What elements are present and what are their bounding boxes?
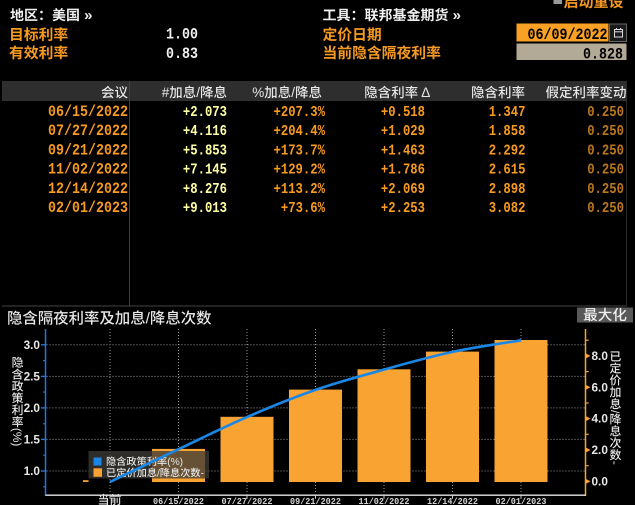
svg-text:+207.3%: +207.3%: [274, 105, 326, 121]
svg-text:-: -: [608, 461, 622, 465]
svg-text:1.858: 1.858: [489, 124, 526, 140]
svg-text:+204.4%: +204.4%: [274, 124, 326, 140]
svg-text:2.898: 2.898: [489, 182, 526, 198]
svg-text:/: /: [157, 468, 160, 479]
svg-text:+2.069: +2.069: [381, 182, 425, 198]
svg-text:0.250: 0.250: [587, 201, 624, 217]
svg-text:+9.013: +9.013: [183, 201, 227, 217]
svg-text:07/27/2022: 07/27/2022: [222, 497, 273, 505]
svg-text:(%): (%): [10, 428, 24, 447]
svg-text:09/21/2022: 09/21/2022: [290, 497, 341, 505]
svg-text:06/15/2022: 06/15/2022: [153, 497, 204, 505]
svg-text:1.347: 1.347: [489, 105, 526, 121]
svg-text:»: »: [449, 7, 462, 24]
svg-text:#: #: [162, 85, 170, 100]
svg-text:12/14/2022: 12/14/2022: [48, 181, 128, 198]
svg-text:+73.6%: +73.6%: [281, 201, 326, 217]
svg-text:+1.786: +1.786: [381, 163, 425, 179]
svg-text:+1.029: +1.029: [381, 124, 425, 140]
svg-text:»: »: [80, 7, 93, 24]
svg-text:11/02/2022: 11/02/2022: [359, 497, 410, 505]
svg-text:02/01/2023: 02/01/2023: [496, 497, 547, 505]
svg-text:+7.145: +7.145: [183, 163, 227, 179]
svg-text:+4.116: +4.116: [183, 124, 227, 140]
svg-text:02/01/2023: 02/01/2023: [48, 200, 128, 217]
svg-text:2.292: 2.292: [489, 143, 526, 159]
svg-text:+2.253: +2.253: [381, 201, 425, 217]
svg-text:06/15/2022: 06/15/2022: [48, 104, 128, 121]
svg-text:/: /: [196, 85, 200, 100]
svg-text:0.250: 0.250: [587, 182, 624, 198]
svg-text:Δ: Δ: [418, 85, 430, 100]
svg-text:+129.2%: +129.2%: [274, 163, 326, 179]
svg-text:/: /: [291, 85, 295, 100]
svg-text:12/14/2022: 12/14/2022: [427, 497, 478, 505]
svg-text:+0.518: +0.518: [381, 105, 425, 121]
svg-text:1.00: 1.00: [166, 27, 198, 44]
svg-text:+1.463: +1.463: [381, 143, 425, 159]
svg-text:0.83: 0.83: [166, 46, 198, 63]
svg-text:1.5: 1.5: [24, 432, 41, 446]
svg-text:2.615: 2.615: [489, 163, 526, 179]
svg-text:3.0: 3.0: [24, 338, 41, 352]
svg-text:0.250: 0.250: [587, 124, 624, 140]
svg-text:2.0: 2.0: [592, 443, 609, 457]
svg-text:0.250: 0.250: [587, 143, 624, 159]
svg-text:0.250: 0.250: [587, 163, 624, 179]
svg-text:/: /: [146, 311, 151, 328]
svg-text:+5.853: +5.853: [183, 143, 227, 159]
svg-text:+2.073: +2.073: [183, 105, 227, 121]
svg-text:0.0: 0.0: [592, 474, 609, 488]
svg-text:3.082: 3.082: [489, 201, 526, 217]
svg-text:+173.7%: +173.7%: [274, 143, 326, 159]
svg-text:8.0: 8.0: [592, 349, 609, 363]
svg-text:+8.276: +8.276: [183, 182, 227, 198]
svg-text:07/27/2022: 07/27/2022: [48, 123, 128, 140]
svg-text:(%): (%): [167, 457, 183, 468]
svg-text:0.250: 0.250: [587, 105, 624, 121]
svg-text:2.5: 2.5: [24, 369, 41, 383]
svg-text:06/09/2022: 06/09/2022: [528, 27, 608, 44]
svg-text:0.828: 0.828: [583, 47, 623, 64]
svg-text:2.0: 2.0: [24, 401, 41, 415]
svg-text:-: -: [201, 468, 204, 479]
svg-text:11/02/2022: 11/02/2022: [48, 162, 128, 179]
svg-text:09/21/2022: 09/21/2022: [48, 143, 128, 160]
svg-text:/: /: [608, 410, 622, 414]
svg-text:4.0: 4.0: [592, 412, 609, 426]
svg-text:6.0: 6.0: [592, 380, 609, 394]
svg-text:+113.2%: +113.2%: [274, 182, 326, 198]
svg-text:%: %: [252, 85, 264, 100]
svg-text:1.0: 1.0: [24, 464, 41, 478]
